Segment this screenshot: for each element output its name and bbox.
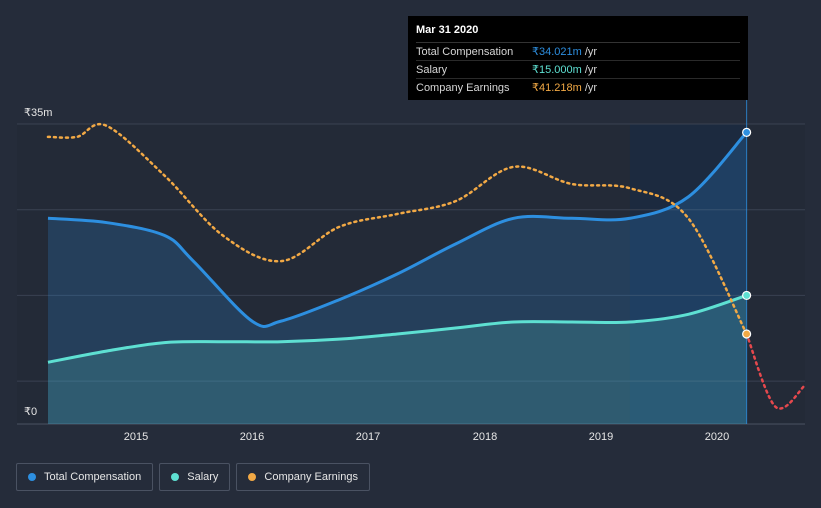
company-earnings-marker [742, 329, 752, 339]
legend-dot-icon [248, 473, 257, 481]
legend-item-salary[interactable]: Salary [159, 463, 231, 491]
tooltip-row-company-earnings: Company Earnings ₹41.218m /yr [416, 79, 740, 96]
company-earnings-forecast-line [745, 332, 807, 410]
tooltip-date: Mar 31 2020 [416, 24, 740, 43]
tooltip-row-salary: Salary ₹15.000m /yr [416, 61, 740, 79]
legend-item-total-compensation[interactable]: Total Compensation [16, 463, 154, 491]
total-compensation-area [47, 132, 747, 425]
tooltip-row-total-compensation: Total Compensation ₹34.021m /yr [416, 43, 740, 61]
tooltip-label: Total Compensation [416, 45, 514, 58]
tooltip-unit: /yr [584, 63, 598, 76]
tooltip-label: Company Earnings [416, 81, 510, 94]
total-compensation-line [47, 131, 748, 328]
tooltip-unit: /yr [584, 45, 598, 58]
legend-dot-icon [28, 473, 36, 481]
tooltip-unit: /yr [584, 81, 598, 94]
salary-line [47, 294, 748, 364]
y-tick-label-zero: ₹0 [24, 406, 38, 418]
tooltip-value: ₹15.000m [532, 64, 582, 76]
legend-label: Company Earnings [264, 471, 358, 483]
salary-marker [742, 290, 752, 301]
chart-legend: Total Compensation Salary Company Earnin… [16, 463, 370, 491]
legend-dot-icon [171, 473, 180, 481]
legend-item-company-earnings[interactable]: Company Earnings [236, 463, 370, 491]
tooltip-label: Salary [416, 63, 448, 76]
x-tick-label-2015: 2015 [123, 431, 149, 443]
tooltip-value: ₹34.021m [532, 46, 582, 58]
legend-label: Salary [187, 471, 219, 483]
total-compensation-marker [742, 127, 752, 137]
x-tick-label-2016: 2016 [239, 431, 265, 443]
x-tick-label-2019: 2019 [588, 431, 614, 443]
y-tick-label-max: ₹35m [24, 107, 53, 119]
x-tick-label-2018: 2018 [472, 431, 498, 443]
company-earnings-line [46, 123, 748, 336]
legend-label: Total Compensation [44, 471, 142, 483]
hover-tooltip: Mar 31 2020 Total Compensation ₹34.021m … [408, 16, 748, 100]
x-tick-label-2020: 2020 [704, 431, 730, 443]
tooltip-value: ₹41.218m [532, 82, 582, 94]
salary-area [47, 295, 747, 424]
highlight-band [629, 124, 747, 424]
x-tick-label-2017: 2017 [355, 431, 381, 443]
